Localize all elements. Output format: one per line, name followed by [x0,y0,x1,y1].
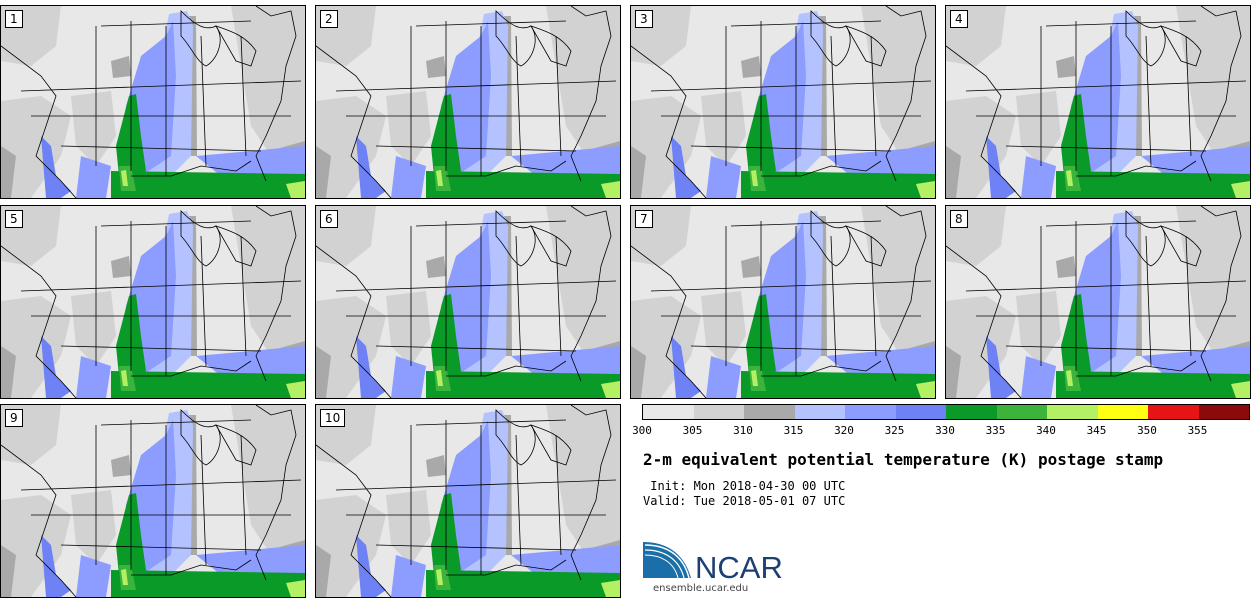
ensemble-map [946,6,1250,198]
logo-text: NCAR [695,550,783,585]
colorbar-swatch [1148,405,1199,419]
colorbar-swatch [744,405,795,419]
postage-stamp-panel-7: 7 [630,205,936,399]
postage-stamp-panel-8: 8 [945,205,1251,399]
colorbar-swatch [1047,405,1098,419]
colorbar-swatch [643,405,694,419]
colorbar-swatch [1198,405,1249,419]
colorbar-tick-label: 310 [733,424,753,437]
postage-stamp-panel-9: 9 [0,404,306,598]
colorbar-tick-label: 355 [1187,424,1208,437]
colorbar-swatch [693,405,744,419]
plot-title: 2-m equivalent potential temperature (K)… [643,450,1164,469]
ensemble-map [1,6,305,198]
colorbar-tick-label: 320 [834,424,854,437]
postage-stamp-panel-1: 1 [0,5,306,199]
colorbar-tick-label: 340 [1036,424,1056,437]
ensemble-map [1,206,305,398]
ensemble-map [1,405,305,597]
member-number: 5 [5,210,23,228]
member-number: 1 [5,10,23,28]
member-number: 9 [5,409,23,427]
colorbar-tick-label: 305 [682,424,703,437]
postage-stamp-panel-3: 3 [630,5,936,199]
colorbar-tick-label: 335 [985,424,1006,437]
colorbar-swatch [996,405,1047,419]
colorbar-tick-label: 300 [632,424,652,437]
colorbar [642,404,1250,420]
ensemble-map [631,6,935,198]
ensemble-map [631,206,935,398]
colorbar-tick-label: 315 [783,424,804,437]
postage-stamp-panel-2: 2 [315,5,621,199]
ensemble-map [316,206,620,398]
ensemble-map [316,405,620,597]
postage-stamp-panel-6: 6 [315,205,621,399]
member-number: 10 [320,409,346,427]
member-number: 3 [635,10,653,28]
ncar-logo: NCAR [643,542,783,585]
colorbar-tick-label: 330 [935,424,955,437]
init-time: Init: Mon 2018-04-30 00 UTC [643,479,846,493]
member-number: 4 [950,10,968,28]
colorbar-swatch [946,405,997,419]
colorbar-labels: 300 305 310 315 320 325 330 335 340 345 350 355 [632,424,1248,438]
postage-stamp-panel-5: 5 [0,205,306,399]
site-url[interactable]: ensemble.ucar.edu [653,583,749,594]
member-number: 8 [950,210,968,228]
colorbar-swatch [794,405,845,419]
colorbar-tick-label: 350 [1137,424,1157,437]
member-number: 6 [320,210,338,228]
colorbar-swatch [1097,405,1148,419]
colorbar-tick-label: 325 [884,424,905,437]
postage-stamp-panel-10: 10 [315,404,621,598]
ensemble-map [946,206,1250,398]
colorbar-swatch [845,405,896,419]
member-number: 2 [320,10,338,28]
postage-stamp-panel-4: 4 [945,5,1251,199]
ensemble-map [316,6,620,198]
colorbar-tick-label: 345 [1086,424,1107,437]
member-number: 7 [635,210,653,228]
valid-time: Valid: Tue 2018-05-01 07 UTC [643,494,846,508]
colorbar-swatch [895,405,946,419]
